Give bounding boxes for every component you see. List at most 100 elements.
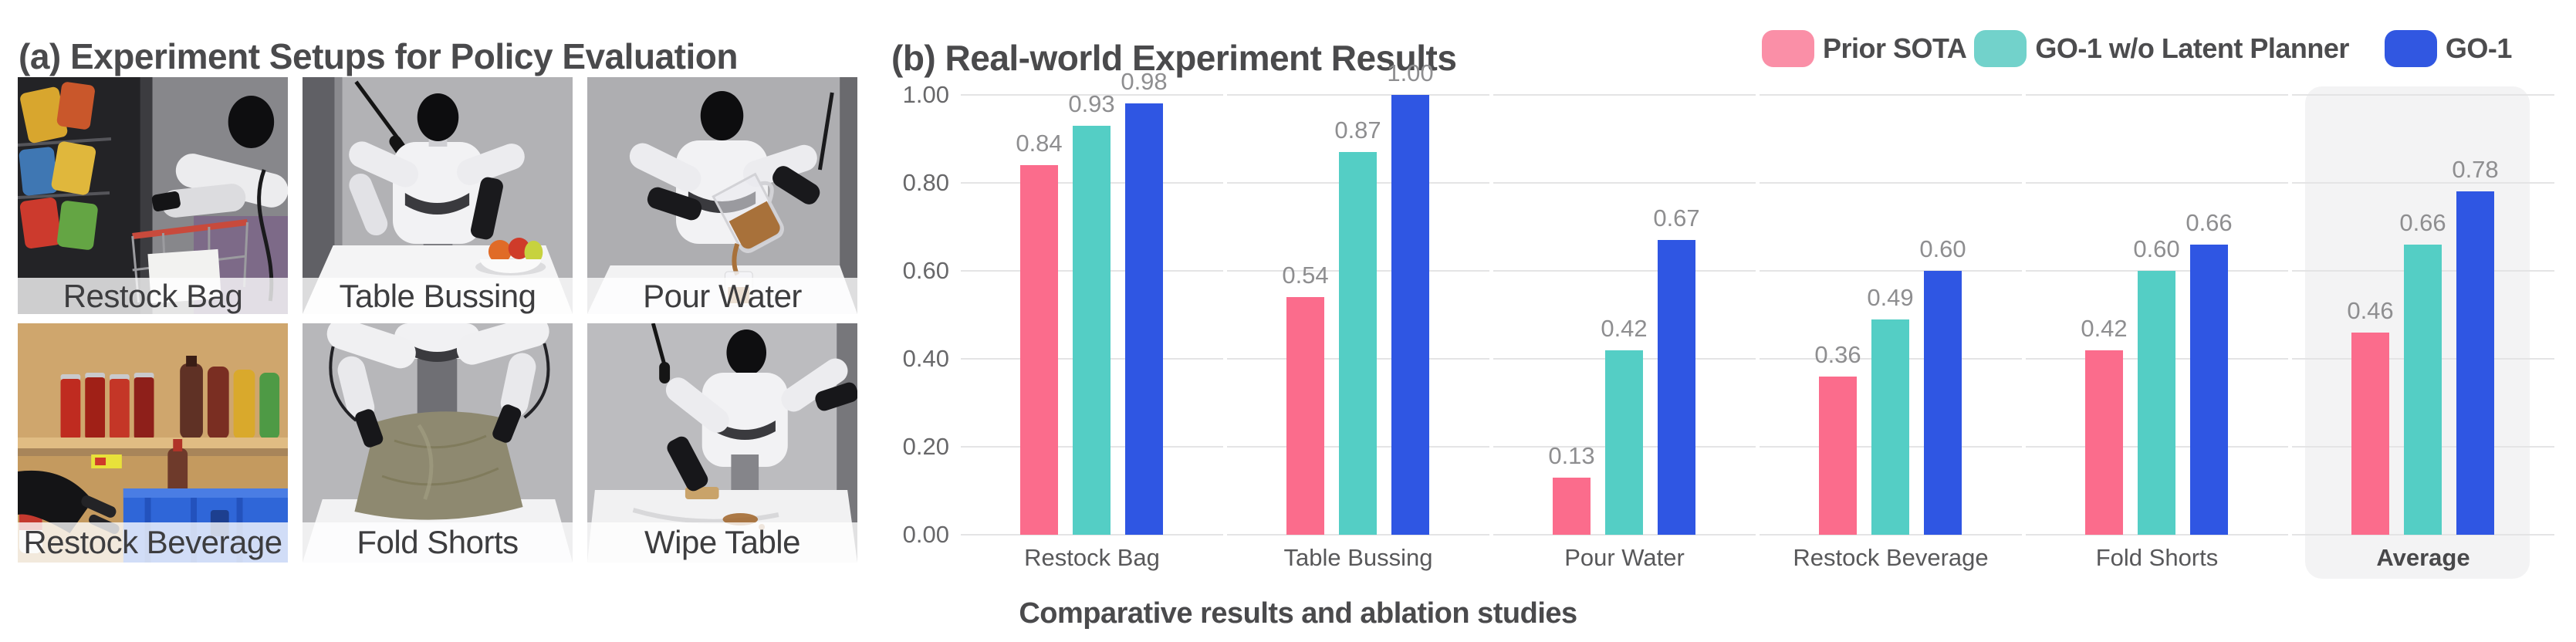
gridline (1493, 182, 1756, 184)
x-axis-label-fold-shorts: Fold Shorts (2095, 544, 2219, 571)
bar-value-label: 0.42 (1601, 315, 1648, 342)
bar-go-1-restock-bag (1125, 103, 1163, 535)
bar-value-label: 0.98 (1121, 68, 1168, 95)
bar-value-label: 0.60 (1919, 235, 1966, 262)
robot-gripper (81, 495, 117, 518)
fruit-apple (508, 238, 530, 259)
y-axis-tick: 0.00 (902, 521, 949, 548)
bar-prior-sota-restock-bag (1020, 165, 1058, 535)
bar-value-label: 0.87 (1334, 117, 1381, 144)
robot-left-arm (349, 141, 419, 188)
photo-tile-wipe-table: Wipe Table (587, 323, 857, 563)
gridline (2026, 182, 2288, 184)
photo-label: Pour Water (587, 278, 857, 314)
robot-gripper (151, 191, 181, 212)
chart-legend: Prior SOTA GO-1 w/o Latent Planner GO-1 (1762, 29, 2512, 68)
gridline (2026, 94, 2288, 96)
gridline (1760, 534, 2022, 536)
robot-left-arm (665, 377, 729, 433)
chart-panel-fold-shorts: 0.42 0.60 0.66 Fold Shorts (2026, 94, 2288, 571)
legend-label: Prior SOTA (1823, 32, 1967, 64)
bar-value-label: 1.00 (1387, 59, 1434, 86)
robot-right-arm (456, 323, 549, 365)
cola-can (85, 377, 106, 439)
x-axis-label-average: Average (2376, 544, 2470, 571)
x-axis-label-table-bussing: Table Bussing (1283, 544, 1433, 571)
chip-bag-orange (56, 82, 95, 130)
photo-label: Restock Beverage (18, 522, 288, 563)
photo-row-bottom: Restock Beverage Fold Shorts (18, 323, 857, 563)
bar-go-1-w-o-latent-planner-table-bussing (1339, 152, 1377, 535)
gridline (2292, 534, 2554, 536)
bar-chart-plot: 0.84 0.93 0.98 Restock Bag 0.54 0.87 1.00 Table… (961, 59, 2558, 579)
legend-label: GO-1 w/o Latent Planner (2035, 32, 2349, 64)
x-axis-label-restock-beverage: Restock Beverage (1793, 544, 1989, 571)
bar-value-label: 0.54 (1282, 262, 1329, 289)
robot-pedestal (731, 454, 759, 496)
robot-left-gripper (667, 436, 708, 492)
y-axis-tick: 0.20 (902, 433, 949, 460)
fruit-orange (488, 240, 512, 263)
bar-value-label: 0.36 (1814, 341, 1861, 368)
chart-panel-pour-water: 0.13 0.42 0.67 Pour Water (1493, 94, 1756, 571)
x-axis-label-pour-water: Pour Water (1564, 544, 1685, 571)
robot-head (228, 96, 275, 148)
bar-value-label: 0.84 (1016, 130, 1063, 157)
x-axis-label-restock-bag: Restock Bag (1024, 544, 1160, 571)
chip-bag-red (19, 197, 62, 249)
bar-value-label: 0.42 (2081, 315, 2128, 342)
panel-a-title: (a) Experiment Setups for Policy Evaluat… (19, 36, 738, 76)
robot-left-gripper (355, 409, 384, 448)
bar-value-label: 0.66 (2186, 209, 2233, 236)
chip-bag-blue (19, 147, 58, 196)
robot-right-arm (742, 144, 817, 188)
gridline (1493, 94, 1756, 96)
juice-pitcher (712, 172, 784, 253)
bar-value-label: 0.78 (2452, 156, 2499, 183)
bar-go-1-w-o-latent-planner-fold-shorts (2138, 271, 2175, 535)
bar-go-1-table-bussing (1391, 95, 1429, 535)
chart-panel-table-bussing: 0.54 0.87 1.00 Table Bussing (1227, 59, 1489, 571)
bottle-brown (180, 363, 203, 439)
chart-panel-restock-beverage: 0.36 0.49 0.60 Restock Beverage (1760, 94, 2022, 571)
robot-left-gripper (647, 187, 702, 221)
gridline (1227, 534, 1489, 536)
legend-label: GO-1 (2445, 32, 2513, 64)
y-axis-tick: 1.00 (902, 81, 949, 108)
bottle-yellow (233, 370, 255, 439)
photo-tile-pour-water: Pour Water (587, 77, 857, 314)
robot-right-gripper (772, 166, 820, 204)
legend-item-prior-sota: Prior SOTA (1762, 30, 1967, 67)
legend-item-go1-wo-latent-planner: GO-1 w/o Latent Planner (1974, 30, 2349, 67)
bar-prior-sota-restock-beverage (1819, 377, 1857, 535)
bar-prior-sota-average (2351, 333, 2389, 535)
bar-go-1-w-o-latent-planner-average (2404, 245, 2442, 535)
bar-go-1-w-o-latent-planner-restock-bag (1073, 126, 1111, 535)
robot-head (726, 329, 767, 376)
bar-go-1-fold-shorts (2190, 245, 2228, 535)
photo-tile-restock-bag: Restock Bag (18, 77, 288, 314)
robot-left-arm (326, 323, 416, 369)
photo-tile-restock-beverage: Restock Beverage (18, 323, 288, 563)
gridline (1227, 94, 1489, 96)
chip-bag-green (57, 201, 98, 250)
y-axis-tick: 0.60 (902, 257, 949, 284)
robot-head (417, 93, 459, 141)
fruit-bowl (480, 259, 542, 273)
bar-prior-sota-table-bussing (1286, 297, 1324, 535)
gridline (2292, 94, 2554, 96)
photo-label: Fold Shorts (303, 522, 573, 563)
legend-swatch (1762, 30, 1814, 67)
robot-gripper (471, 177, 503, 240)
bar-go-1-average (2456, 191, 2494, 535)
gridline (1760, 94, 2022, 96)
bottle-dark-red (207, 367, 229, 439)
bar-value-label: 0.49 (1867, 284, 1914, 311)
photo-row-top: Restock Bag (18, 77, 857, 314)
y-axis: 1.00 0.80 0.60 0.40 0.20 0.00 (853, 0, 949, 642)
legend-swatch (2384, 30, 2437, 67)
robot-arm (18, 470, 93, 533)
shopping-cart (132, 219, 248, 239)
legend-swatch (1974, 30, 2027, 67)
bottle-green (259, 373, 280, 439)
